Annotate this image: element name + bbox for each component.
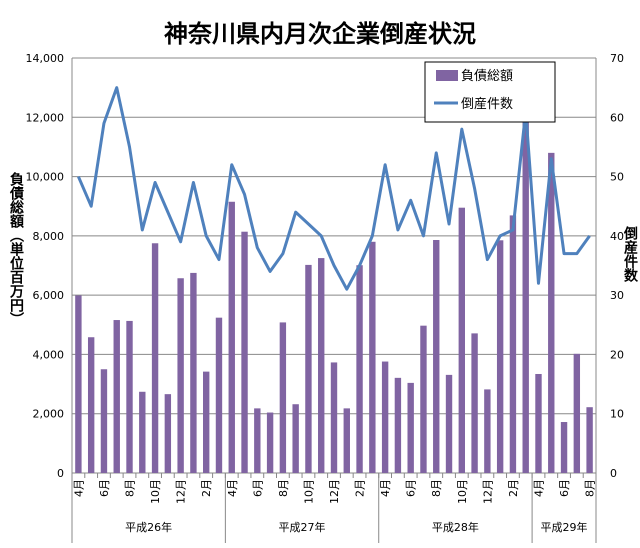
bar [266,412,274,473]
month-label: 6月 [98,479,111,497]
month-label: 8月 [430,479,443,497]
month-label: 4月 [226,479,239,497]
right-tick-label: 70 [610,52,624,65]
bar [126,320,133,473]
bar [318,258,325,473]
month-label: 12月 [175,479,188,504]
bar [113,320,120,473]
bar [292,404,299,473]
left-tick-label: 12,000 [26,111,65,124]
bar [445,374,453,473]
bar [305,264,312,473]
bar [215,317,223,473]
bar [509,215,517,473]
bar [100,369,108,473]
right-tick-label: 30 [610,289,624,302]
month-label: 2月 [507,479,520,497]
bar [343,408,350,473]
bar [471,333,478,473]
left-tick-label: 8,000 [33,230,65,243]
bar [279,322,287,473]
month-label: 12月 [481,479,494,504]
left-tick-label: 14,000 [26,52,65,65]
bar [433,240,440,473]
bar [151,243,159,473]
left-tick-label: 2,000 [33,408,65,421]
legend-label: 倒産件数 [461,96,513,112]
chart-title: 神奈川県内月次企業倒産状況 [164,20,476,48]
year-label: 平成28年 [432,520,479,534]
bar [356,265,363,473]
month-label: 6月 [405,479,418,497]
month-label: 10月 [149,479,162,504]
month-label: 8月 [124,479,137,497]
bar [394,377,402,473]
right-tick-label: 60 [610,111,624,124]
left-tick-label: 6,000 [33,289,65,302]
right-tick-label: 0 [610,467,617,480]
bar [228,201,235,473]
month-label: 6月 [251,479,264,497]
legend-label: 負債総額 [461,69,513,84]
bar [203,371,210,473]
month-label: 2月 [354,479,367,497]
month-label: 10月 [456,479,469,504]
bar [87,337,95,473]
bar [484,389,491,473]
right-tick-label: 20 [610,348,624,361]
bar [458,207,465,474]
month-label: 4月 [379,479,392,497]
month-label: 4月 [72,479,85,497]
month-label: 6月 [558,479,571,497]
line-series [77,86,591,291]
bar [330,362,338,473]
bar [139,391,146,473]
left-tick-label: 10,000 [26,171,65,184]
month-label: 8月 [277,479,290,497]
year-label: 平成27年 [279,520,326,534]
month-label: 12月 [328,479,341,504]
right-tick-label: 10 [610,408,624,421]
month-label: 10月 [302,479,315,504]
bar [164,394,172,473]
year-label: 平成26年 [125,520,172,534]
right-tick-label: 40 [610,230,624,243]
left-tick-label: 0 [57,467,64,480]
right-tick-label: 50 [610,171,624,184]
bar [560,422,568,473]
legend-swatch-bar [436,70,458,81]
bar [420,325,427,473]
bar [496,240,504,473]
bar [548,152,555,473]
bar [75,295,82,473]
bar [573,353,581,473]
month-label: 4月 [532,479,545,497]
bar [369,241,376,473]
bar [381,361,389,473]
month-label: 8月 [584,479,597,497]
month-label: 2月 [200,479,213,497]
bar [407,382,414,473]
bar [535,373,542,473]
bar [254,408,261,473]
bar [522,103,529,474]
left-tick-label: 4,000 [33,348,65,361]
year-label: 平成29年 [541,520,588,534]
bar [177,278,184,473]
left-axis-label: 負債総額（単位百万円） [8,172,24,326]
bar [586,407,593,473]
bar [241,231,248,473]
right-axis-label: 倒産件数 [622,226,638,282]
bar [190,272,197,473]
